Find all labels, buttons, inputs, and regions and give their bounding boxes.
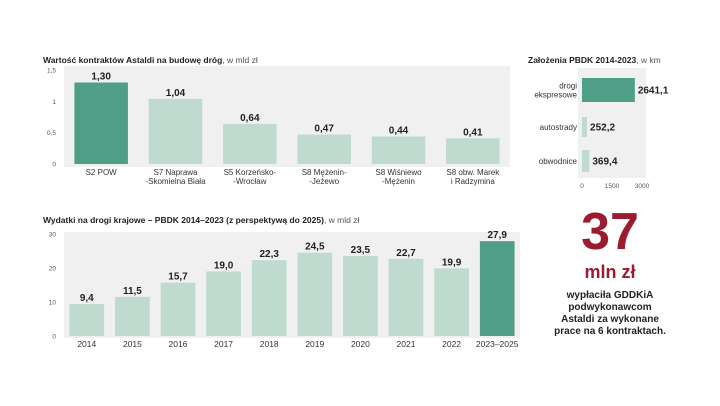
bar xyxy=(388,258,424,336)
category-label: -Skomielna Biała xyxy=(145,177,206,186)
category-label: 2020 xyxy=(351,339,370,349)
bar xyxy=(69,304,105,336)
y-tick-label: 0 xyxy=(52,334,56,341)
category-label: 2021 xyxy=(397,339,416,349)
bar-value-label: 0,64 xyxy=(240,113,260,124)
bar-value-label: 252,2 xyxy=(590,123,615,134)
x-tick-label: 0 xyxy=(580,183,584,190)
bar-value-label: 2641,1 xyxy=(638,86,669,97)
y-tick-label: 30 xyxy=(49,232,57,239)
bar xyxy=(206,271,241,336)
plot-background xyxy=(64,66,510,167)
callout-unit: mln zł xyxy=(584,262,636,282)
bar-value-label: 22,7 xyxy=(396,248,416,259)
bar xyxy=(160,282,196,336)
bar-value-label: 22,3 xyxy=(259,249,279,260)
y-tick-label: 1,5 xyxy=(47,68,56,75)
chart2-title: Wydatki na drogi krajowe – PBDK 2014–202… xyxy=(43,215,360,225)
chart1-title: Wartość kontraktów Astaldi na budowę dró… xyxy=(43,55,258,65)
y-tick-label: 20 xyxy=(49,266,57,273)
bar-value-label: 0,47 xyxy=(314,124,334,135)
category-label: -Jeżewo xyxy=(309,177,339,186)
category-label: 2017 xyxy=(214,339,233,349)
callout-line: Astaldi za wykonane xyxy=(561,314,659,325)
bar-value-label: 23,5 xyxy=(351,245,371,256)
bar-value-label: 369,4 xyxy=(592,157,617,168)
bar xyxy=(251,260,287,336)
bar-value-label: 0,44 xyxy=(389,125,409,136)
y-tick-label: 0 xyxy=(52,162,56,169)
category-label: S5 Korzeńsko- xyxy=(224,168,277,177)
bar xyxy=(479,241,515,336)
category-label: 2015 xyxy=(123,339,142,349)
bar xyxy=(343,256,378,336)
y-tick-label: 10 xyxy=(49,300,57,307)
x-tick-label: 3000 xyxy=(635,183,650,190)
category-label: S2 POW xyxy=(86,168,118,177)
bar xyxy=(582,150,590,172)
bar-value-label: 1,30 xyxy=(91,72,111,83)
bar-value-label: 27,9 xyxy=(487,230,507,241)
bar-value-label: 9,4 xyxy=(80,293,94,304)
category-label: 2018 xyxy=(260,339,279,349)
callout-text: wypłaciła GDDKiA podwykonawcom Astaldi z… xyxy=(520,290,700,338)
bar-value-label: 15,7 xyxy=(168,272,188,283)
bar xyxy=(115,296,150,336)
bar xyxy=(74,82,128,164)
category-label: -Wrocław xyxy=(233,177,266,186)
category-label: S7 Naprawa xyxy=(153,168,198,177)
category-label: obwodnice xyxy=(539,157,578,166)
bar-value-label: 0,41 xyxy=(463,127,483,138)
category-label: drogi xyxy=(559,82,577,91)
bar xyxy=(446,138,500,164)
bar xyxy=(297,134,351,164)
callout-line: wypłaciła GDDKiA xyxy=(566,290,654,301)
category-label: 2016 xyxy=(169,339,188,349)
bar xyxy=(582,117,588,137)
category-label: S8 Mężenin- xyxy=(302,168,347,177)
bar-value-label: 1,04 xyxy=(166,88,186,99)
bar xyxy=(371,136,426,164)
callout-number: 37 xyxy=(581,203,639,261)
category-label: -Mężenin xyxy=(382,177,415,186)
category-label: S8 Wiśniewo xyxy=(375,168,422,177)
bar xyxy=(297,252,333,336)
category-label: 2014 xyxy=(77,339,96,349)
category-label: autostrady xyxy=(540,123,577,132)
bar xyxy=(434,268,469,336)
x-tick-label: 1500 xyxy=(605,183,620,190)
category-label: S8 obw. Marek xyxy=(446,168,500,177)
y-tick-label: 1 xyxy=(52,99,56,106)
callout-line: podwykonawcom xyxy=(568,302,652,313)
bar-value-label: 24,5 xyxy=(305,242,325,253)
callout-line: prace na 6 kontraktach. xyxy=(554,326,666,337)
bar xyxy=(223,123,277,164)
bar-value-label: 11,5 xyxy=(123,286,142,297)
category-label: i Radzymina xyxy=(451,177,496,186)
y-tick-label: 0,5 xyxy=(47,130,56,137)
bar xyxy=(148,98,203,164)
chart3-title: Założenia PBDK 2014-2023, w km xyxy=(528,55,661,65)
category-label: 2023–2025 xyxy=(476,339,519,349)
bar xyxy=(582,78,635,102)
bar-value-label: 19,9 xyxy=(442,257,462,268)
category-label: ekspresowe xyxy=(534,91,577,100)
category-label: 2022 xyxy=(442,339,461,349)
bar-value-label: 19,0 xyxy=(214,260,234,271)
category-label: 2019 xyxy=(305,339,324,349)
